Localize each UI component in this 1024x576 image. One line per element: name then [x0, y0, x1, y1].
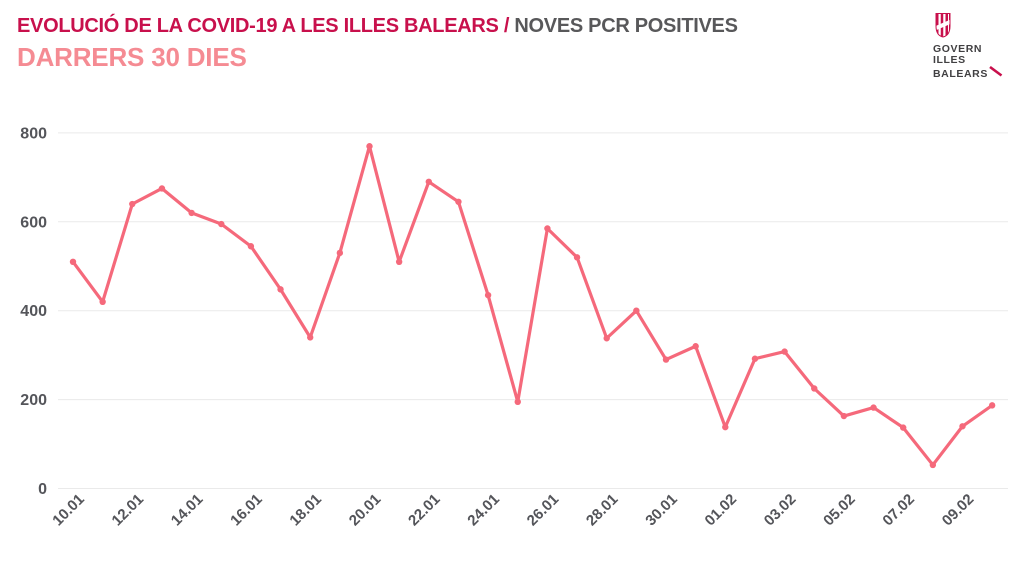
page-title-primary: EVOLUCIÓ DE LA COVID-19 A LES ILLES BALE… [17, 15, 515, 37]
data-point-marker [158, 185, 166, 192]
x-axis-tick-label: 10.01 [49, 491, 88, 530]
x-axis-tick-label: 20.01 [346, 491, 385, 530]
data-point-marker [514, 398, 521, 406]
data-point-marker [395, 258, 403, 266]
diagonal-slash-icon [989, 66, 1003, 77]
x-axis-tick-label: 24.01 [464, 491, 503, 530]
data-point-marker [929, 461, 937, 469]
data-point-marker [781, 348, 788, 355]
x-axis-tick-label: 01.02 [702, 491, 741, 530]
page-subtitle: DARRERS 30 DIES [17, 42, 247, 72]
page-title-secondary: NOVES PCR POSITIVES [514, 15, 738, 37]
data-point-marker [870, 404, 877, 411]
data-point-marker [69, 258, 77, 266]
x-axis-tick-label: 18.01 [286, 491, 325, 530]
x-axis-tick-label: 14.01 [168, 491, 207, 530]
data-point-marker [722, 423, 729, 431]
data-point-marker [188, 209, 195, 217]
data-point-markers [69, 143, 996, 469]
data-point-marker [751, 355, 759, 362]
page-title: EVOLUCIÓ DE LA COVID-19 A LES ILLES BALE… [17, 15, 738, 38]
y-axis-tick-label: 400 [20, 303, 47, 320]
x-axis-tick-label: 07.02 [879, 491, 918, 530]
pcr-line-series [71, 144, 994, 467]
y-axis-labels: 0 200 400 600 800 [20, 125, 47, 498]
logo-line-illes: ILLES [933, 54, 966, 66]
data-point-marker [218, 220, 225, 228]
data-point-marker [603, 335, 610, 342]
data-point-marker [988, 402, 996, 409]
data-point-marker [99, 298, 106, 306]
x-axis-tick-label: 26.01 [524, 491, 563, 530]
x-axis-tick-label: 05.02 [820, 491, 859, 530]
x-axis-tick-label: 30.01 [642, 491, 681, 530]
y-axis-tick-label: 600 [20, 214, 47, 231]
logo-text: GOVERN ILLES BALEARS [933, 44, 1019, 80]
data-point-marker [277, 286, 284, 293]
data-point-marker [959, 423, 966, 430]
x-axis-tick-label: 12.01 [109, 491, 148, 530]
data-point-marker [692, 343, 699, 350]
logo-line-balears: BALEARS [933, 66, 1019, 80]
data-point-marker [662, 356, 670, 363]
data-point-marker [129, 200, 136, 208]
data-point-marker [633, 307, 640, 314]
data-point-marker [366, 143, 373, 150]
data-point-marker [455, 198, 462, 205]
logo-line-govern: GOVERN [933, 43, 983, 55]
y-axis-tick-label: 0 [38, 481, 47, 498]
data-point-marker [307, 334, 314, 341]
x-axis-tick-label: 16.01 [227, 491, 266, 530]
data-point-marker [336, 249, 344, 257]
data-point-marker [573, 254, 581, 261]
balearic-shield-icon [935, 13, 951, 38]
x-axis-labels: 10.01 12.01 14.01 16.01 18.01 20.01 22.01 24.01… [49, 491, 977, 530]
x-axis-tick-label: 03.02 [761, 491, 800, 530]
x-axis-tick-label: 09.02 [939, 491, 978, 530]
data-point-marker [484, 291, 492, 299]
data-point-marker [900, 424, 907, 431]
y-axis-tick-label: 200 [20, 392, 47, 409]
data-point-marker [247, 243, 255, 250]
govern-illes-balears-logo: GOVERN ILLES BALEARS [933, 13, 1019, 80]
data-point-marker [811, 385, 818, 392]
x-axis-tick-label: 22.01 [405, 491, 444, 530]
data-point-marker [544, 225, 551, 232]
data-point-marker [425, 178, 432, 185]
y-axis-tick-label: 800 [20, 125, 47, 142]
data-point-marker [840, 412, 848, 420]
logo-balears-text: BALEARS [933, 68, 988, 80]
x-axis-tick-label: 28.01 [583, 491, 622, 530]
